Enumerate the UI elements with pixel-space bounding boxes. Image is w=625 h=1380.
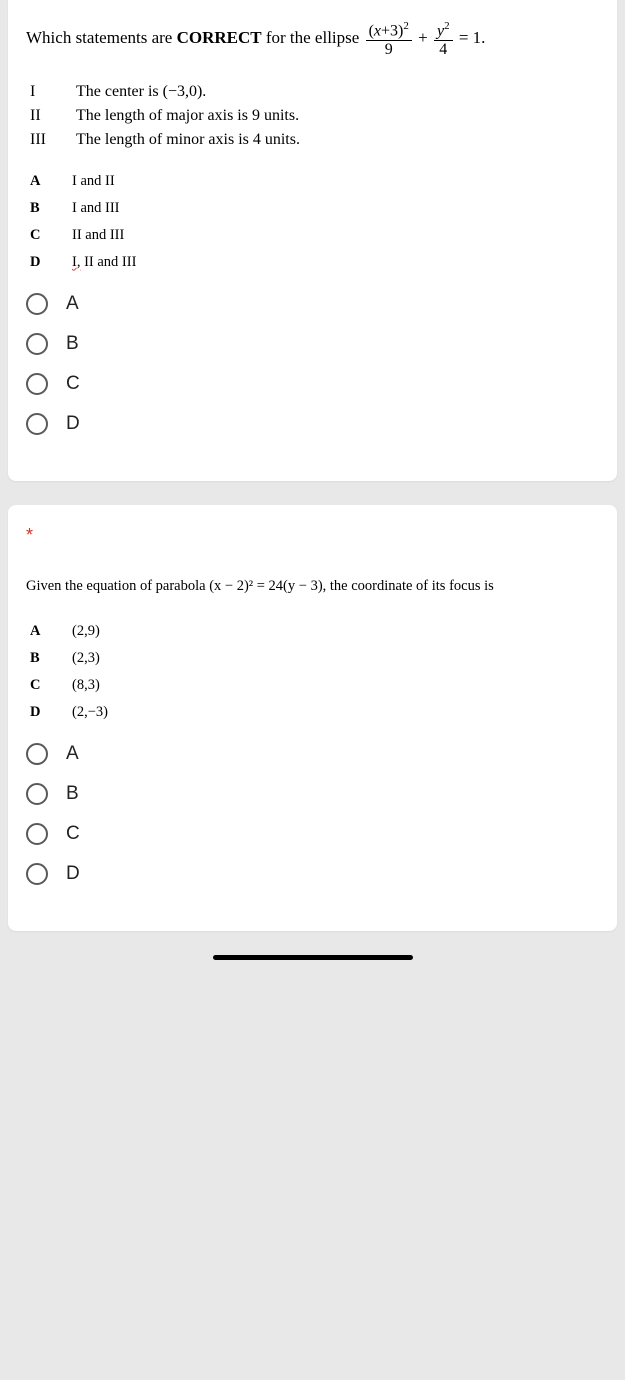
home-indicator bbox=[213, 955, 413, 960]
radio-icon bbox=[26, 743, 48, 765]
option-d[interactable]: D bbox=[26, 863, 599, 885]
answer-key-row: B (2,3) bbox=[30, 650, 599, 667]
answer-key-label: D bbox=[30, 704, 72, 721]
eq-tail: = 1. bbox=[455, 28, 486, 47]
answer-key-text: (8,3) bbox=[72, 677, 599, 694]
statement-label: II bbox=[30, 107, 76, 125]
prompt-text: Which statements are bbox=[26, 28, 177, 47]
statement-row: II The length of major axis is 9 units. bbox=[30, 107, 599, 125]
statement-text: The length of minor axis is 4 units. bbox=[76, 131, 599, 149]
statement-text: The length of major axis is 9 units. bbox=[76, 107, 599, 125]
radio-icon bbox=[26, 293, 48, 315]
answer-key-label: B bbox=[30, 200, 72, 217]
radio-icon bbox=[26, 413, 48, 435]
statement-label: III bbox=[30, 131, 76, 149]
question-prompt: Which statements are CORRECT for the ell… bbox=[26, 20, 599, 59]
radio-icon bbox=[26, 373, 48, 395]
question-prompt: Given the equation of parabola (x − 2)² … bbox=[26, 576, 599, 598]
statement-text: The center is (−3,0). bbox=[76, 83, 599, 101]
statement-row: III The length of minor axis is 4 units. bbox=[30, 131, 599, 149]
answer-key-label: B bbox=[30, 650, 72, 667]
answer-key-text-suffix: II and III bbox=[80, 254, 136, 270]
option-label: D bbox=[66, 863, 80, 885]
radio-icon bbox=[26, 863, 48, 885]
option-b[interactable]: B bbox=[26, 783, 599, 805]
prompt-text-2: for the ellipse bbox=[262, 28, 364, 47]
fraction-1: (x+3)2 9 bbox=[366, 20, 412, 59]
answer-key-text: II and III bbox=[72, 227, 599, 244]
answer-key-row: C (8,3) bbox=[30, 677, 599, 694]
option-a[interactable]: A bbox=[26, 293, 599, 315]
answer-key-row: D (2,−3) bbox=[30, 704, 599, 721]
radio-options: A B C D bbox=[26, 293, 599, 435]
question-card-1: Which statements are CORRECT for the ell… bbox=[8, 0, 617, 481]
answer-key-text: (2,−3) bbox=[72, 704, 599, 721]
option-label: B bbox=[66, 333, 79, 355]
prompt-bold: CORRECT bbox=[177, 28, 262, 47]
radio-icon bbox=[26, 783, 48, 805]
radio-icon bbox=[26, 333, 48, 355]
answer-key-label: D bbox=[30, 254, 72, 271]
equation: (x+3)2 9 + y2 4 bbox=[364, 20, 455, 59]
option-b[interactable]: B bbox=[26, 333, 599, 355]
fraction-2: y2 4 bbox=[434, 20, 453, 59]
question-card-2: * Given the equation of parabola (x − 2)… bbox=[8, 505, 617, 932]
answer-key-label: A bbox=[30, 173, 72, 190]
answer-key-list: A (2,9) B (2,3) C (8,3) D (2,−3) bbox=[30, 623, 599, 721]
statements-list: I The center is (−3,0). II The length of… bbox=[30, 83, 599, 149]
radio-icon bbox=[26, 823, 48, 845]
answer-key-text: I and III bbox=[72, 200, 599, 217]
answer-key-row: A I and II bbox=[30, 173, 599, 190]
radio-options: A B C D bbox=[26, 743, 599, 885]
option-label: C bbox=[66, 823, 80, 845]
answer-key-label: A bbox=[30, 623, 72, 640]
option-label: D bbox=[66, 413, 80, 435]
option-c[interactable]: C bbox=[26, 373, 599, 395]
answer-key-text: I and II bbox=[72, 173, 599, 190]
answer-key-text: (2,3) bbox=[72, 650, 599, 667]
answer-key-row: C II and III bbox=[30, 227, 599, 244]
option-d[interactable]: D bbox=[26, 413, 599, 435]
answer-key-row: A (2,9) bbox=[30, 623, 599, 640]
option-c[interactable]: C bbox=[26, 823, 599, 845]
answer-key-text: (2,9) bbox=[72, 623, 599, 640]
statement-row: I The center is (−3,0). bbox=[30, 83, 599, 101]
answer-key-label: C bbox=[30, 677, 72, 694]
answer-key-row: B I and III bbox=[30, 200, 599, 217]
answer-key-text: I, II and III bbox=[72, 254, 599, 271]
statement-label: I bbox=[30, 83, 76, 101]
answer-key-row: D I, II and III bbox=[30, 254, 599, 271]
answer-key-label: C bbox=[30, 227, 72, 244]
answer-key-list: A I and II B I and III C II and III D I,… bbox=[30, 173, 599, 271]
option-a[interactable]: A bbox=[26, 743, 599, 765]
option-label: A bbox=[66, 293, 79, 315]
option-label: C bbox=[66, 373, 80, 395]
option-label: B bbox=[66, 783, 79, 805]
required-marker: * bbox=[26, 525, 599, 546]
option-label: A bbox=[66, 743, 79, 765]
